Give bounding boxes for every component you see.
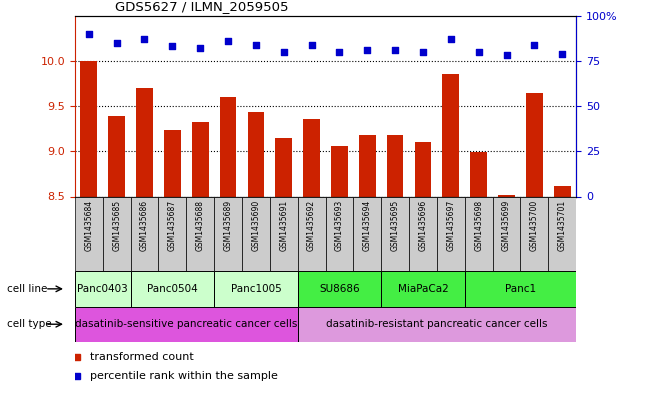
- Text: dasatinib-sensitive pancreatic cancer cells: dasatinib-sensitive pancreatic cancer ce…: [75, 319, 298, 329]
- Text: GSM1435687: GSM1435687: [168, 200, 177, 252]
- Bar: [303, 119, 320, 196]
- Bar: [298, 196, 326, 271]
- Bar: [131, 196, 158, 271]
- Point: [445, 36, 456, 42]
- Bar: [298, 271, 381, 307]
- Bar: [131, 271, 214, 307]
- Point: [279, 49, 289, 55]
- Text: Panc1: Panc1: [505, 284, 536, 294]
- Text: GSM1435699: GSM1435699: [502, 200, 511, 252]
- Bar: [526, 92, 543, 196]
- Point: [334, 49, 344, 55]
- Text: GSM1435685: GSM1435685: [112, 200, 121, 252]
- Bar: [75, 196, 103, 271]
- Text: Panc0403: Panc0403: [77, 284, 128, 294]
- Text: GSM1435696: GSM1435696: [419, 200, 428, 252]
- Bar: [381, 196, 409, 271]
- Point: [223, 38, 233, 44]
- Point: [83, 31, 94, 37]
- Bar: [387, 135, 404, 196]
- Bar: [158, 196, 186, 271]
- Text: GSM1435697: GSM1435697: [447, 200, 455, 252]
- Point: [362, 47, 372, 53]
- Point: [501, 52, 512, 59]
- Text: dasatinib-resistant pancreatic cancer cells: dasatinib-resistant pancreatic cancer ce…: [326, 319, 547, 329]
- Point: [390, 47, 400, 53]
- Text: GSM1435686: GSM1435686: [140, 200, 149, 252]
- Text: cell type: cell type: [7, 319, 51, 329]
- Bar: [326, 196, 353, 271]
- Bar: [219, 97, 236, 196]
- Text: GSM1435700: GSM1435700: [530, 200, 539, 252]
- Bar: [214, 196, 242, 271]
- Point: [139, 36, 150, 42]
- Bar: [493, 196, 520, 271]
- Text: percentile rank within the sample: percentile rank within the sample: [90, 371, 278, 381]
- Point: [195, 45, 206, 51]
- Text: GSM1435689: GSM1435689: [223, 200, 232, 252]
- Bar: [353, 196, 381, 271]
- Bar: [247, 112, 264, 196]
- Bar: [164, 130, 181, 196]
- Bar: [443, 73, 459, 196]
- Point: [111, 40, 122, 46]
- Bar: [186, 196, 214, 271]
- Text: transformed count: transformed count: [90, 352, 193, 362]
- Text: MiaPaCa2: MiaPaCa2: [398, 284, 449, 294]
- Text: GSM1435693: GSM1435693: [335, 200, 344, 252]
- Text: Panc0504: Panc0504: [147, 284, 198, 294]
- Bar: [437, 196, 465, 271]
- Bar: [359, 135, 376, 196]
- Bar: [75, 307, 298, 342]
- Bar: [192, 122, 208, 196]
- Text: GDS5627 / ILMN_2059505: GDS5627 / ILMN_2059505: [115, 0, 288, 13]
- Bar: [108, 116, 125, 196]
- Point: [251, 42, 261, 48]
- Bar: [415, 142, 432, 196]
- Point: [529, 42, 540, 48]
- Text: GSM1435691: GSM1435691: [279, 200, 288, 252]
- Point: [473, 49, 484, 55]
- Bar: [275, 138, 292, 196]
- Text: GSM1435698: GSM1435698: [474, 200, 483, 252]
- Bar: [381, 271, 465, 307]
- Bar: [498, 195, 515, 196]
- Bar: [331, 146, 348, 196]
- Bar: [75, 271, 131, 307]
- Bar: [242, 196, 270, 271]
- Bar: [548, 196, 576, 271]
- Text: GSM1435692: GSM1435692: [307, 200, 316, 252]
- Point: [167, 43, 178, 50]
- Text: GSM1435694: GSM1435694: [363, 200, 372, 252]
- Bar: [465, 271, 576, 307]
- Text: GSM1435690: GSM1435690: [251, 200, 260, 252]
- Text: GSM1435688: GSM1435688: [196, 200, 204, 251]
- Bar: [470, 152, 487, 196]
- Bar: [520, 196, 548, 271]
- Bar: [214, 271, 298, 307]
- Text: GSM1435684: GSM1435684: [84, 200, 93, 252]
- Bar: [81, 61, 97, 196]
- Text: GSM1435701: GSM1435701: [558, 200, 567, 252]
- Bar: [554, 185, 570, 196]
- Point: [557, 51, 568, 57]
- Text: SU8686: SU8686: [319, 284, 360, 294]
- Text: GSM1435695: GSM1435695: [391, 200, 400, 252]
- Text: Panc1005: Panc1005: [230, 284, 281, 294]
- Bar: [465, 196, 493, 271]
- Bar: [103, 196, 131, 271]
- Bar: [270, 196, 298, 271]
- Text: cell line: cell line: [7, 284, 47, 294]
- Bar: [298, 307, 576, 342]
- Point: [418, 49, 428, 55]
- Point: [307, 42, 317, 48]
- Bar: [136, 88, 153, 196]
- Bar: [409, 196, 437, 271]
